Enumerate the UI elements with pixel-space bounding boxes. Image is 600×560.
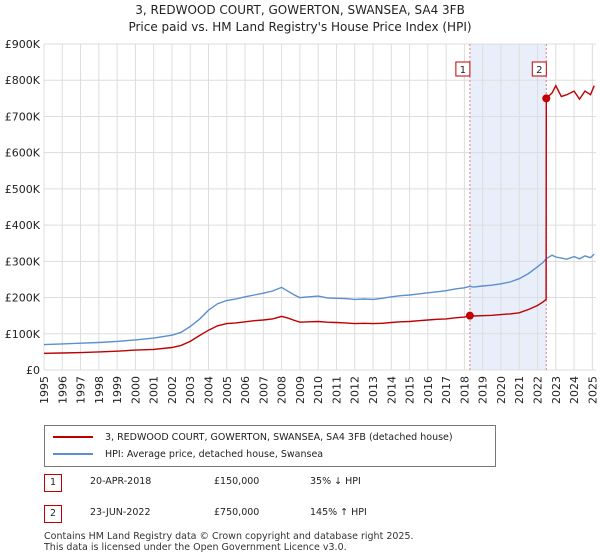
chart-subtitle: Price paid vs. HM Land Registry's House …: [128, 20, 472, 34]
footer-line-1: Contains HM Land Registry data © Crown c…: [44, 531, 414, 542]
shaded-period: [469, 44, 547, 370]
x-tick-label: 2025: [586, 376, 599, 404]
x-tick-label: 2014: [385, 376, 398, 404]
transaction-hpi-change: 145% ↑ HPI: [310, 507, 367, 518]
x-tick-label: 1998: [93, 376, 106, 404]
transaction-price: £750,000: [214, 507, 260, 518]
x-tick-label: 2010: [312, 376, 325, 404]
transaction-price: £150,000: [214, 476, 260, 487]
x-tick-label: 1999: [111, 376, 124, 404]
y-tick-label: £400K: [5, 219, 41, 232]
x-tick-label: 2000: [129, 376, 142, 404]
transaction-badge: 2: [44, 505, 62, 523]
x-tick-label: 2011: [330, 376, 343, 404]
x-tick-label: 2018: [458, 376, 471, 404]
x-tick-label: 2008: [276, 376, 289, 404]
x-tick-label: 2003: [184, 376, 197, 404]
footer-attribution: Contains HM Land Registry data © Crown c…: [44, 531, 414, 553]
x-tick-label: 2017: [440, 376, 453, 404]
marker-badge: [531, 61, 547, 77]
x-tick-label: 1995: [38, 376, 51, 404]
series-line-hpi: [43, 253, 595, 346]
x-tick-label: 2006: [239, 376, 252, 404]
legend-item-property: 3, REDWOOD COURT, GOWERTON, SWANSEA, SA4…: [53, 430, 453, 444]
marker-badge-label: 1: [460, 65, 466, 76]
transaction-hpi-change: 35% ↓ HPI: [310, 476, 361, 487]
y-tick-label: £700K: [5, 110, 41, 123]
series-line-property: [43, 84, 595, 354]
x-tick-label: 2024: [568, 376, 581, 404]
x-tick-label: 2007: [257, 376, 270, 404]
x-tick-label: 2023: [550, 376, 563, 404]
x-tick-label: 2020: [495, 376, 508, 404]
x-tick-label: 2001: [148, 376, 161, 404]
y-tick-label: £900K: [5, 38, 41, 51]
transaction-badge: 1: [44, 474, 62, 492]
legend-swatch-hpi: [53, 453, 93, 455]
x-tick-label: 2005: [221, 376, 234, 404]
x-tick-label: 2009: [294, 376, 307, 404]
transaction-date: 23-JUN-2022: [90, 507, 151, 518]
legend-label-property: 3, REDWOOD COURT, GOWERTON, SWANSEA, SA4…: [105, 431, 453, 443]
x-tick-label: 2013: [367, 376, 380, 404]
x-tick-label: 2004: [203, 376, 216, 404]
y-tick-label: £500K: [5, 183, 41, 196]
x-tick-label: 1996: [56, 376, 69, 404]
y-tick-label: £300K: [5, 255, 41, 268]
x-tick-label: 2019: [477, 376, 490, 404]
y-tick-label: £200K: [5, 292, 41, 305]
transaction-date: 20-APR-2018: [90, 476, 152, 487]
legend-label-hpi: HPI: Average price, detached house, Swan…: [105, 448, 324, 460]
chart-title: 3, REDWOOD COURT, GOWERTON, SWANSEA, SA4…: [135, 3, 465, 17]
x-tick-label: 2021: [513, 376, 526, 404]
marker-badge: [455, 61, 471, 77]
price-chart: 1 2 £0 £100K £200K £300K £400K £500K £600K £700K…: [5, 38, 600, 404]
x-tick-label: 2002: [166, 376, 179, 404]
x-tick-label: 2016: [422, 376, 435, 404]
x-tick-label: 2022: [532, 376, 545, 404]
y-tick-label: £100K: [5, 328, 41, 341]
chart-legend: 3, REDWOOD COURT, GOWERTON, SWANSEA, SA4…: [44, 425, 496, 467]
y-tick-label: £600K: [5, 147, 41, 160]
legend-item-hpi: HPI: Average price, detached house, Swan…: [53, 447, 323, 461]
y-tick-label: £800K: [5, 74, 41, 87]
y-tick-label: £0: [26, 364, 40, 377]
footer-line-2: This data is licensed under the Open Gov…: [44, 542, 347, 553]
x-tick-label: 1997: [75, 376, 88, 404]
marker-badge-label: 2: [536, 65, 542, 76]
x-tick-label: 2015: [404, 376, 417, 404]
sale-point: [465, 311, 474, 320]
legend-swatch-property: [53, 436, 93, 438]
sale-point: [542, 94, 551, 103]
x-tick-label: 2012: [349, 376, 362, 404]
